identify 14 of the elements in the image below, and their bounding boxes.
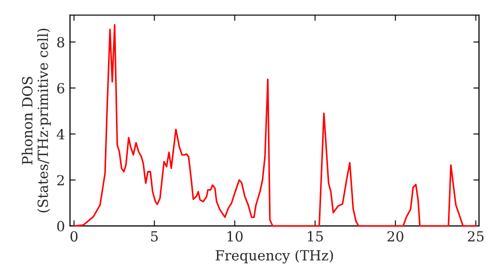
x-tick-label: 25	[468, 231, 484, 242]
x-tick-label: 5	[151, 231, 158, 242]
x-tick-label: 20	[388, 231, 404, 242]
x-tick-label: 15	[308, 231, 323, 242]
y-tick-label: 2	[57, 174, 64, 186]
x-tick-label: 10	[228, 231, 243, 242]
y-tick-label: 6	[57, 82, 64, 94]
x-tick-label: 0	[70, 231, 78, 242]
y-tick-label: 4	[56, 128, 64, 140]
y-tick-label: 8	[57, 36, 64, 48]
y-axis-title: Phonon DOS (States/THz·primitive cell)	[22, 28, 51, 212]
y-tick-label: 0	[57, 220, 64, 232]
x-axis-title: Frequency (THz)	[216, 250, 333, 264]
line-series	[73, 24, 478, 227]
